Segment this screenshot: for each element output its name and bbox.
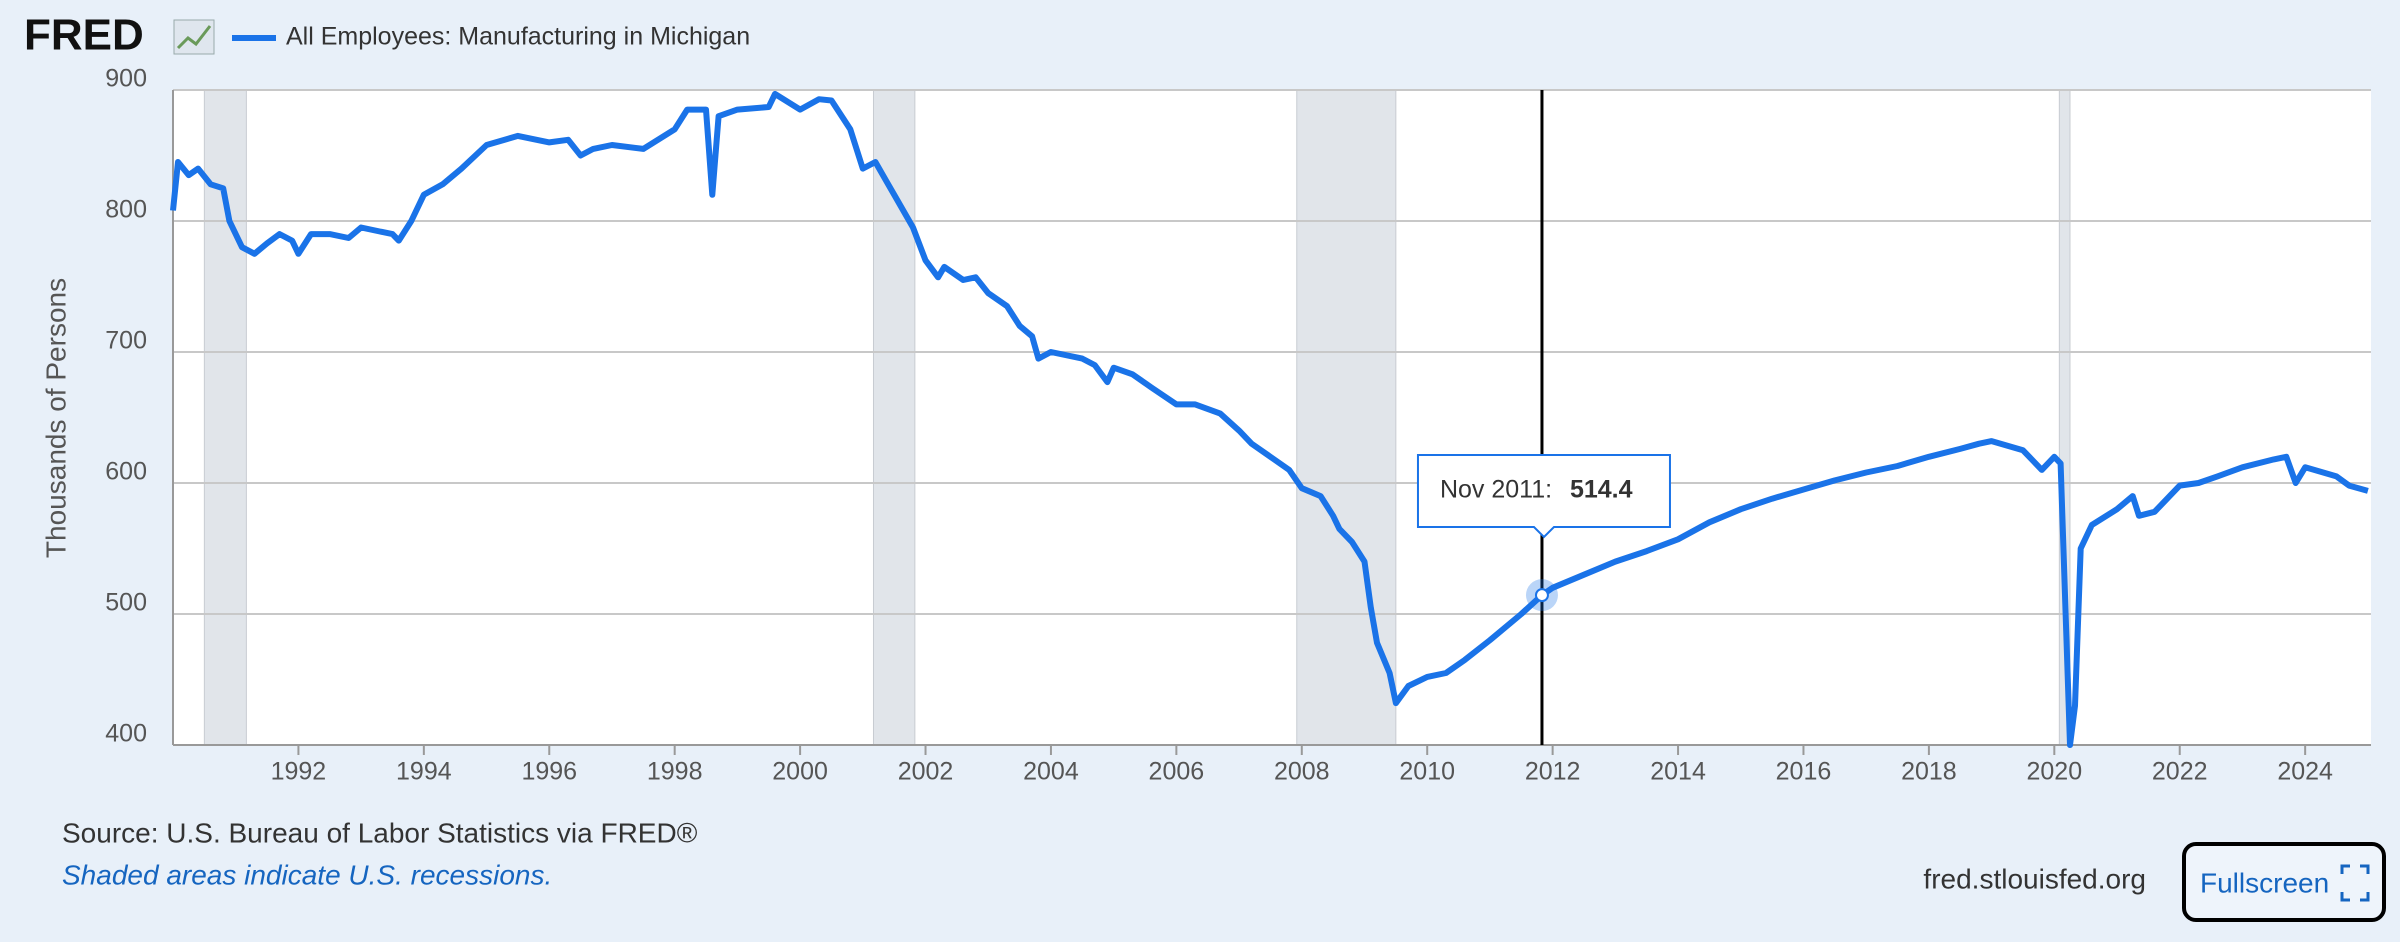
x-tick-label: 2020 (2027, 758, 2083, 786)
y-axis-title: Thousands of Persons (40, 278, 71, 558)
x-tick-label: 2010 (1399, 758, 1455, 786)
x-tick-label: 2012 (1525, 758, 1581, 786)
x-tick-label: 1992 (271, 758, 327, 786)
x-tick-label: 2002 (898, 758, 954, 786)
x-tick-label: 1998 (647, 758, 703, 786)
logo-icon (173, 19, 215, 55)
y-tick-label: 900 (105, 65, 147, 93)
x-tick-label: 2008 (1274, 758, 1330, 786)
recession-band (1296, 89, 1397, 746)
x-tick-label: 2004 (1023, 758, 1079, 786)
tooltip-value: 514.4 (1570, 476, 1633, 504)
series-line (170, 90, 2369, 748)
button-frame[interactable] (2182, 842, 2386, 922)
plot-area (173, 90, 2371, 745)
button-label[interactable]: Fullscreen (2200, 867, 2329, 898)
y-tick-label: 400 (105, 720, 147, 748)
y-tick-label: 800 (105, 196, 147, 224)
x-tick-label: 2000 (772, 758, 828, 786)
tooltip-label: Nov 2011: (1440, 476, 1552, 504)
source: Source: U.S. Bureau of Labor Statistics … (62, 817, 698, 848)
y-tick-label: 500 (105, 589, 147, 617)
recession-band (872, 89, 916, 746)
legend-label: All Employees: Manufacturing in Michigan (286, 23, 750, 51)
x-tick-label: 2014 (1650, 758, 1706, 786)
x-tick-label: 2022 (2152, 758, 2208, 786)
hover-point (1534, 588, 1549, 603)
x-tick-label: 2024 (2277, 758, 2333, 786)
recession-note: Shaded areas indicate U.S. recessions. (62, 859, 552, 890)
tooltip-box (1416, 454, 1671, 539)
x-tick-label: 2016 (1776, 758, 1832, 786)
y-tick-label: 700 (105, 327, 147, 355)
x-tick-label: 1994 (396, 758, 452, 786)
site-url: fred.stlouisfed.org (1923, 863, 2146, 894)
x-tick-label: 2006 (1149, 758, 1205, 786)
button-icon[interactable] (2340, 864, 2370, 902)
y-tick-label: 600 (105, 458, 147, 486)
x-tick-label: 1996 (521, 758, 577, 786)
fullscreen-button[interactable]: Fullscreen (2182, 842, 2386, 922)
logo: FRED (24, 11, 144, 60)
x-tick-label: 2018 (1901, 758, 1957, 786)
